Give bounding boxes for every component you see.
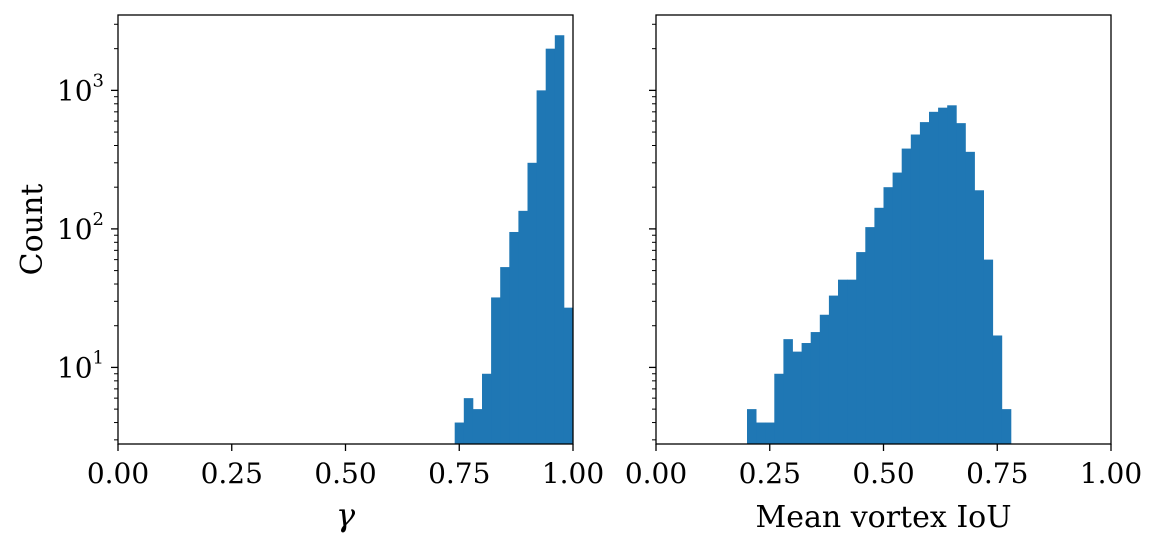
iou-bars [747, 105, 1012, 445]
y-tick-label: 102 [57, 209, 104, 246]
x-tick-label: 1.00 [1080, 457, 1142, 490]
x-tick-label: 0.75 [966, 457, 1028, 490]
histogram-bar [929, 111, 939, 444]
histogram-bar [463, 398, 474, 444]
histogram-bar [938, 107, 948, 445]
gamma-x-axis-label: γ [336, 496, 356, 534]
histogram-bar [819, 314, 830, 444]
histogram-bar [856, 252, 866, 444]
histogram-bar [983, 259, 994, 444]
iou-histogram-panel: 0.00 0.25 0.50 0.75 1.00 Mean vortex IoU [625, 14, 1142, 535]
x-tick-label: 0.50 [314, 457, 376, 490]
x-tick-label: 0.25 [739, 457, 801, 490]
histogram-bar [865, 227, 875, 444]
histogram-bar [883, 187, 893, 444]
y-tick-label: 101 [57, 347, 104, 384]
histogram-bar [454, 422, 465, 444]
histogram-bar [892, 172, 903, 444]
histogram-bar [527, 162, 537, 445]
histogram-bar [554, 35, 565, 445]
x-tick-label: 0.00 [625, 457, 687, 490]
gamma-y-axis-label: Count [15, 184, 50, 276]
x-tick-label: 0.75 [428, 457, 490, 490]
x-tick-label: 1.00 [542, 457, 604, 490]
gamma-histogram-panel: 0.00 0.25 0.50 0.75 1.00 101 102 103 γ Count [15, 14, 604, 534]
histogram-bar [783, 339, 793, 444]
histogram-bar [792, 351, 802, 444]
histogram-bar [500, 267, 510, 444]
histogram-bar [491, 297, 501, 444]
x-tick-label: 0.00 [87, 457, 149, 490]
histogram-bar [536, 90, 547, 445]
histogram-bar [901, 148, 912, 444]
histogram-bar [828, 295, 839, 444]
histogram-bar [509, 231, 519, 444]
histogram-bar [518, 210, 528, 444]
histogram-bar [472, 409, 483, 444]
histogram-bar [974, 190, 984, 444]
histogram-bar [1001, 409, 1012, 444]
histogram-bar [965, 151, 975, 444]
histogram-bar [756, 422, 766, 444]
histogram-bar [765, 422, 775, 444]
histogram-bar [947, 105, 957, 444]
histogram-bar [910, 134, 921, 444]
y-tick-label: 103 [57, 70, 104, 107]
gamma-bars [454, 35, 574, 445]
histogram-bar [563, 307, 574, 444]
histogram-bar [774, 373, 784, 444]
histogram-bar [545, 48, 556, 445]
histogram-bar [956, 123, 966, 444]
histogram-bar [919, 122, 930, 445]
x-tick-label: 0.50 [852, 457, 914, 490]
histogram-bar [747, 409, 757, 444]
histogram-bar [810, 332, 821, 444]
histogram-bar [847, 279, 857, 444]
histogram-bar [482, 373, 492, 444]
iou-x-axis-label: Mean vortex IoU [755, 500, 1011, 535]
histogram-bar [838, 279, 848, 444]
histogram-bar [992, 335, 1003, 444]
histogram-bar [801, 343, 812, 444]
x-tick-label: 0.25 [201, 457, 263, 490]
histogram-bar [874, 207, 884, 444]
